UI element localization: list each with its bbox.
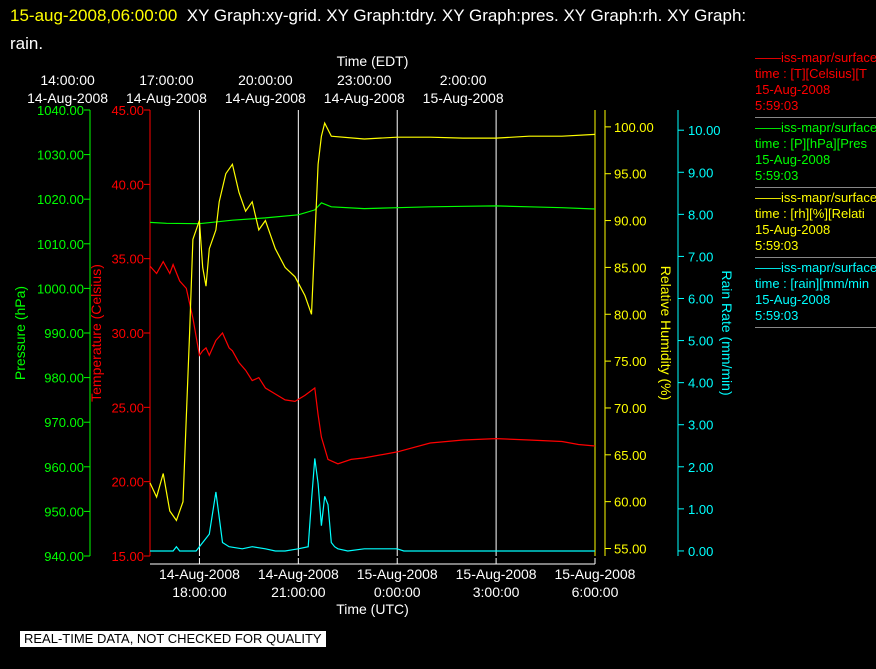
top-axis-tick-label: 20:00:00	[238, 72, 293, 88]
temperature-axis-tick-label: 15.00	[111, 549, 144, 564]
top-axis-tick-label: 2:00:00	[440, 72, 487, 88]
legend-entry: ——iss-mapr/surface time : [rain][mm/min 15…	[755, 260, 876, 328]
humidity-axis-tick-label: 80.00	[614, 307, 647, 322]
bottom-axis-tick-label: 0:00:00	[374, 584, 421, 600]
legend-text: 15-Aug-2008	[755, 152, 831, 167]
pressure-axis-tick-label: 1020.00	[37, 192, 84, 207]
legend-text: 15-Aug-2008	[755, 222, 831, 237]
top-axis-title: Time (EDT)	[337, 53, 409, 69]
temperature-axis-tick-label: 35.00	[111, 252, 144, 267]
bottom-axis-tick-label: 15-Aug-2008	[555, 566, 636, 582]
top-axis-tick-label: 14-Aug-2008	[324, 90, 405, 106]
humidity-axis-title: Relative Humidity (%)	[658, 266, 674, 401]
legend-text: time : [P][hPa][Pres	[755, 136, 867, 151]
top-axis-tick-label: 14-Aug-2008	[126, 90, 207, 106]
rain-axis-tick-label: 2.00	[688, 460, 713, 475]
legend-text: 5:59:03	[755, 308, 799, 323]
rain-axis-tick-label: 7.00	[688, 249, 713, 264]
pressure-axis-tick-label: 980.00	[44, 371, 84, 386]
rain-axis-tick-label: 5.00	[688, 334, 713, 349]
rain-axis-tick-label: 9.00	[688, 165, 713, 180]
legend-text: ——iss-mapr/surface	[755, 260, 876, 275]
temperature-series-line	[149, 260, 596, 465]
humidity-series-line	[149, 121, 596, 522]
legend-text: time : [rain][mm/min	[755, 276, 870, 291]
rain-axis-tick-label: 1.00	[688, 502, 713, 517]
humidity-axis-tick-label: 90.00	[614, 214, 647, 229]
legend-text: 15-Aug-2008	[755, 292, 831, 307]
temperature-axis-tick-label: 40.00	[111, 177, 144, 192]
humidity-axis-tick-label: 70.00	[614, 401, 647, 416]
bottom-axis-tick-label: 14-Aug-2008	[258, 566, 339, 582]
humidity-axis-tick-label: 95.00	[614, 167, 647, 182]
rain-axis-tick-label: 8.00	[688, 207, 713, 222]
pressure-axis-tick-label: 970.00	[44, 415, 84, 430]
legend-text: 5:59:03	[755, 168, 799, 183]
bottom-axis-tick-label: 6:00:00	[572, 584, 619, 600]
top-axis-tick-label: 14-Aug-2008	[27, 90, 108, 106]
legend-entry: ——iss-mapr/surface time : [T][Celsius][T 1…	[755, 50, 876, 118]
pressure-axis-tick-label: 1030.00	[37, 148, 84, 163]
pressure-axis-tick-label: 1040.00	[37, 103, 84, 118]
legend-entry: ——iss-mapr/surface time : [P][hPa][Pres 15…	[755, 120, 876, 188]
bottom-axis-tick-label: 3:00:00	[473, 584, 520, 600]
temperature-axis-tick-label: 45.00	[111, 103, 144, 118]
pressure-axis-title: Pressure (hPa)	[12, 286, 28, 380]
pressure-axis-tick-label: 940.00	[44, 549, 84, 564]
rain-axis-tick-label: 10.00	[688, 123, 721, 138]
temperature-axis-tick-label: 25.00	[111, 400, 144, 415]
legend-text: ——iss-mapr/surface	[755, 50, 876, 65]
humidity-axis-tick-label: 65.00	[614, 448, 647, 463]
bottom-axis-tick-label: 15-Aug-2008	[357, 566, 438, 582]
bottom-axis-tick-label: 14-Aug-2008	[159, 566, 240, 582]
data-quality-note: REAL-TIME DATA, NOT CHECKED FOR QUALITY	[20, 631, 326, 647]
legend-text: ——iss-mapr/surface	[755, 120, 876, 135]
pressure-series-line	[149, 202, 596, 225]
temperature-axis-tick-label: 30.00	[111, 326, 144, 341]
legend-text: time : [rh][%][Relati	[755, 206, 865, 221]
rain-axis-tick-label: 4.00	[688, 376, 713, 391]
title-graph-list-continued: rain.	[10, 34, 44, 53]
rain-axis-title: Rain Rate (mm/min)	[719, 270, 735, 395]
pressure-axis-tick-label: 990.00	[44, 326, 84, 341]
humidity-axis-tick-label: 60.00	[614, 495, 647, 510]
rain-axis-tick-label: 6.00	[688, 291, 713, 306]
bottom-axis-title: Time (UTC)	[336, 601, 409, 617]
legend-text: time : [T][Celsius][T	[755, 66, 867, 81]
pressure-axis-tick-label: 950.00	[44, 504, 84, 519]
humidity-axis-tick-label: 85.00	[614, 260, 647, 275]
rain-axis-tick-label: 3.00	[688, 418, 713, 433]
chart-title-bar: 15-aug-2008,06:00:00 XY Graph:xy-grid. X…	[10, 2, 860, 58]
top-axis-tick-label: 15-Aug-2008	[423, 90, 504, 106]
title-graph-list: XY Graph:xy-grid. XY Graph:tdry. XY Grap…	[186, 6, 747, 25]
top-axis-tick-label: 17:00:00	[139, 72, 194, 88]
humidity-axis-tick-label: 55.00	[614, 542, 647, 557]
pressure-axis-tick-label: 1010.00	[37, 237, 84, 252]
bottom-axis-tick-label: 18:00:00	[172, 584, 227, 600]
pressure-axis-tick-label: 960.00	[44, 460, 84, 475]
top-axis-tick-label: 23:00:00	[337, 72, 392, 88]
legend-text: ——iss-mapr/surface	[755, 190, 876, 205]
bottom-axis-tick-label: 21:00:00	[271, 584, 326, 600]
top-axis-tick-label: 14-Aug-2008	[225, 90, 306, 106]
title-timestamp: 15-aug-2008,06:00:00	[10, 6, 178, 25]
rain-axis-tick-label: 0.00	[688, 544, 713, 559]
temperature-axis-title: Temperature (Celsius)	[88, 264, 104, 402]
legend-text: 5:59:03	[755, 238, 799, 253]
temperature-axis-tick-label: 20.00	[111, 475, 144, 490]
legend-entry: ——iss-mapr/surface time : [rh][%][Relati 1…	[755, 190, 876, 258]
bottom-axis-tick-label: 15-Aug-2008	[456, 566, 537, 582]
humidity-axis-tick-label: 75.00	[614, 354, 647, 369]
legend-text: 15-Aug-2008	[755, 82, 831, 97]
rain-series-line	[150, 458, 595, 552]
legend-text: 5:59:03	[755, 98, 799, 113]
chart-legend: ——iss-mapr/surface time : [T][Celsius][T 1…	[755, 50, 876, 330]
humidity-axis-tick-label: 100.00	[614, 120, 654, 135]
pressure-axis-tick-label: 1000.00	[37, 281, 84, 296]
top-axis-tick-label: 14:00:00	[40, 72, 95, 88]
